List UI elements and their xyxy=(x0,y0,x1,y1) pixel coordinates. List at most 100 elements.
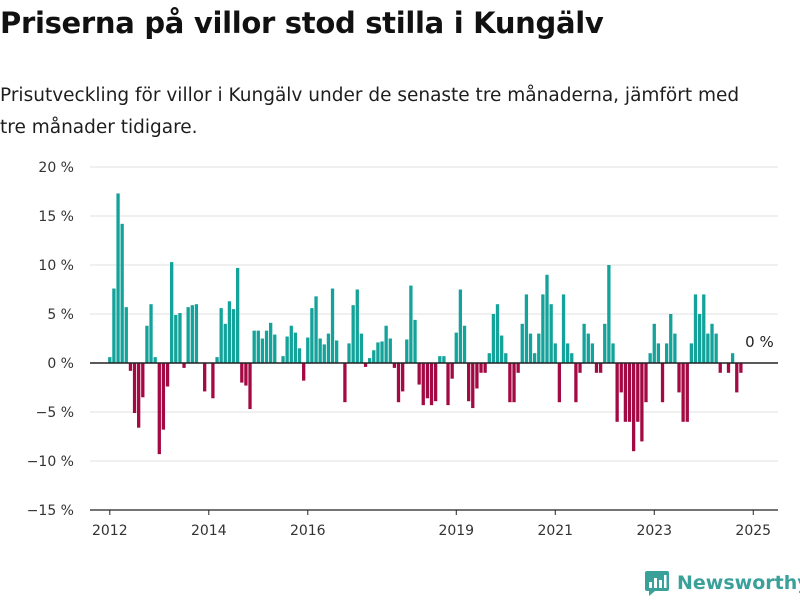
bar-negative xyxy=(685,363,689,422)
bar-negative xyxy=(248,363,252,410)
bar-positive xyxy=(186,307,190,363)
bar-positive xyxy=(656,343,661,363)
bar-negative xyxy=(450,363,454,379)
bar-positive xyxy=(194,304,199,363)
bar-positive xyxy=(269,322,273,363)
bar-positive xyxy=(413,319,417,363)
bar-positive xyxy=(532,353,537,363)
bar-positive xyxy=(570,353,574,363)
x-tick-label: 2012 xyxy=(92,523,128,539)
bar-positive xyxy=(454,332,458,363)
bar-positive xyxy=(693,294,698,363)
bar-negative xyxy=(240,363,244,383)
bar-positive xyxy=(388,338,392,363)
page-subtitle: Prisutveckling för villor i Kungälv unde… xyxy=(0,85,740,138)
bar-positive xyxy=(673,333,677,363)
bar-positive xyxy=(347,343,351,363)
bar-negative xyxy=(739,363,743,373)
y-axis-ticks: 20 % 15 % 10 % 5 % 0 % −5 % −10 % −15 % xyxy=(27,160,74,519)
y-tick-label: −5 % xyxy=(36,405,74,421)
bar-positive xyxy=(528,333,533,363)
bar-positive xyxy=(120,223,124,363)
bar-positive xyxy=(565,343,570,363)
bar-positive xyxy=(706,333,710,363)
bar-positive xyxy=(380,341,384,363)
bar-negative xyxy=(471,363,475,409)
bar-positive xyxy=(590,343,595,363)
brand-logo: Newsworthy xyxy=(644,568,800,598)
bar-negative xyxy=(417,363,421,385)
bar-negative xyxy=(483,363,487,373)
bar-negative xyxy=(508,363,512,403)
bar-positive xyxy=(256,330,260,363)
bar-negative xyxy=(244,363,248,386)
bar-positive xyxy=(648,353,652,363)
bar-positive xyxy=(170,262,174,363)
bar-positive xyxy=(561,294,566,363)
bar-positive xyxy=(153,357,157,363)
bar-negative xyxy=(421,363,425,406)
bar-positive xyxy=(541,294,545,363)
bar-negative xyxy=(557,363,562,403)
bar-positive xyxy=(549,304,553,363)
bar-positive xyxy=(281,356,285,363)
bar-positive xyxy=(231,309,236,363)
y-tick-label: 0 % xyxy=(47,356,74,372)
bar-positive xyxy=(190,305,194,363)
chart-logo-icon xyxy=(645,571,669,596)
bar-positive xyxy=(112,288,116,363)
bar-negative xyxy=(161,363,166,430)
bar-positive xyxy=(355,289,359,363)
bar-chart: 20 %15 %10 %5 %0 %−5 %−10 %−15 % 2012 201… xyxy=(27,160,778,539)
bar-negative xyxy=(392,363,397,368)
bar-negative xyxy=(735,363,739,393)
last-value-label: 0 % xyxy=(745,333,774,351)
bar-positive xyxy=(260,338,265,363)
bar-negative xyxy=(636,363,640,422)
bar-positive xyxy=(264,330,269,363)
bar-positive xyxy=(145,325,149,363)
bar-positive xyxy=(714,333,718,363)
bar-positive xyxy=(372,350,376,363)
x-tick-label: 2025 xyxy=(735,523,771,539)
bar-negative xyxy=(726,363,731,373)
bar-positive xyxy=(236,267,240,363)
x-tick-label: 2014 xyxy=(191,523,227,539)
bar-negative xyxy=(623,363,628,422)
bar-positive xyxy=(664,343,669,363)
bar-negative xyxy=(446,363,450,406)
bar-positive xyxy=(124,307,128,363)
bar-positive xyxy=(252,330,256,363)
y-tick-label: 10 % xyxy=(38,258,74,274)
bar-negative xyxy=(182,363,186,368)
bar-positive xyxy=(273,334,277,363)
bar-positive xyxy=(384,325,388,363)
bar-negative xyxy=(615,363,619,422)
x-tick-label: 2021 xyxy=(537,523,573,539)
bar-positive xyxy=(611,343,615,363)
bar-positive xyxy=(491,314,496,363)
bar-negative xyxy=(594,363,599,373)
bar-positive xyxy=(702,294,706,363)
bar-positive xyxy=(730,353,735,363)
bar-positive xyxy=(215,357,219,363)
bar-positive xyxy=(326,333,331,363)
bar-negative xyxy=(516,363,520,373)
bar-positive xyxy=(500,335,504,363)
bar-positive xyxy=(607,265,611,363)
bar-negative xyxy=(425,363,430,399)
bar-negative xyxy=(302,363,306,381)
bar-positive xyxy=(368,358,372,363)
bar-positive xyxy=(582,323,586,363)
bar-positive xyxy=(553,343,557,363)
bar-negative xyxy=(203,363,207,392)
bar-negative xyxy=(433,363,438,402)
bar-negative xyxy=(343,363,347,403)
bar-positive xyxy=(310,308,314,363)
bar-negative xyxy=(681,363,685,422)
bar-positive xyxy=(405,339,409,363)
bar-positive xyxy=(442,356,446,363)
bar-positive xyxy=(603,323,607,363)
bar-negative xyxy=(619,363,623,393)
bar-positive xyxy=(409,285,413,363)
